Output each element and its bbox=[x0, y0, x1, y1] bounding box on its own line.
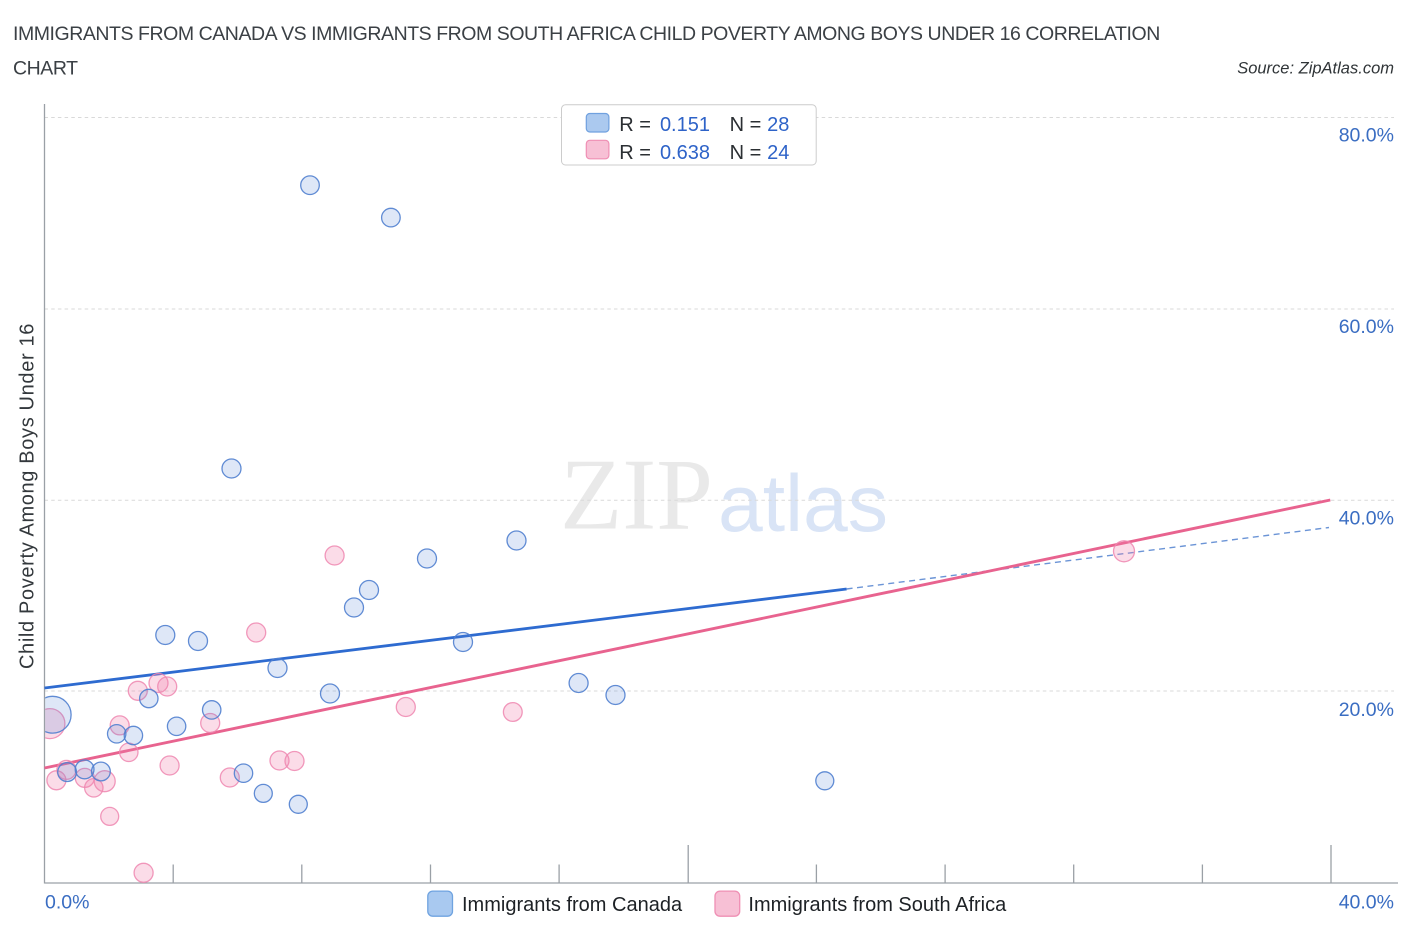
svg-text:IMMIGRANTS FROM CANADA VS IMMI: IMMIGRANTS FROM CANADA VS IMMIGRANTS FRO… bbox=[13, 23, 1160, 45]
svg-text:R =: R = bbox=[619, 142, 651, 164]
svg-text:0.638: 0.638 bbox=[660, 142, 710, 164]
svg-text:N =: N = bbox=[730, 114, 762, 136]
svg-text:Source: ZipAtlas.com: Source: ZipAtlas.com bbox=[1237, 60, 1394, 78]
svg-text:atlas: atlas bbox=[718, 459, 888, 549]
svg-text:28: 28 bbox=[767, 114, 789, 136]
svg-text:ZIP: ZIP bbox=[560, 439, 713, 552]
svg-text:Immigrants from South Africa: Immigrants from South Africa bbox=[748, 894, 1007, 916]
svg-text:20.0%: 20.0% bbox=[1339, 699, 1394, 721]
svg-text:CHART: CHART bbox=[13, 58, 78, 80]
svg-text:R =: R = bbox=[619, 114, 651, 136]
svg-text:Immigrants from Canada: Immigrants from Canada bbox=[462, 894, 683, 916]
svg-text:0.151: 0.151 bbox=[660, 114, 710, 136]
svg-text:Child Poverty Among Boys Under: Child Poverty Among Boys Under 16 bbox=[17, 323, 39, 669]
svg-text:40.0%: 40.0% bbox=[1339, 892, 1394, 914]
svg-text:24: 24 bbox=[767, 142, 789, 164]
svg-text:80.0%: 80.0% bbox=[1339, 125, 1394, 147]
svg-text:0.0%: 0.0% bbox=[45, 892, 89, 914]
svg-text:40.0%: 40.0% bbox=[1339, 508, 1394, 530]
svg-text:N =: N = bbox=[730, 142, 762, 164]
svg-text:60.0%: 60.0% bbox=[1339, 316, 1394, 338]
